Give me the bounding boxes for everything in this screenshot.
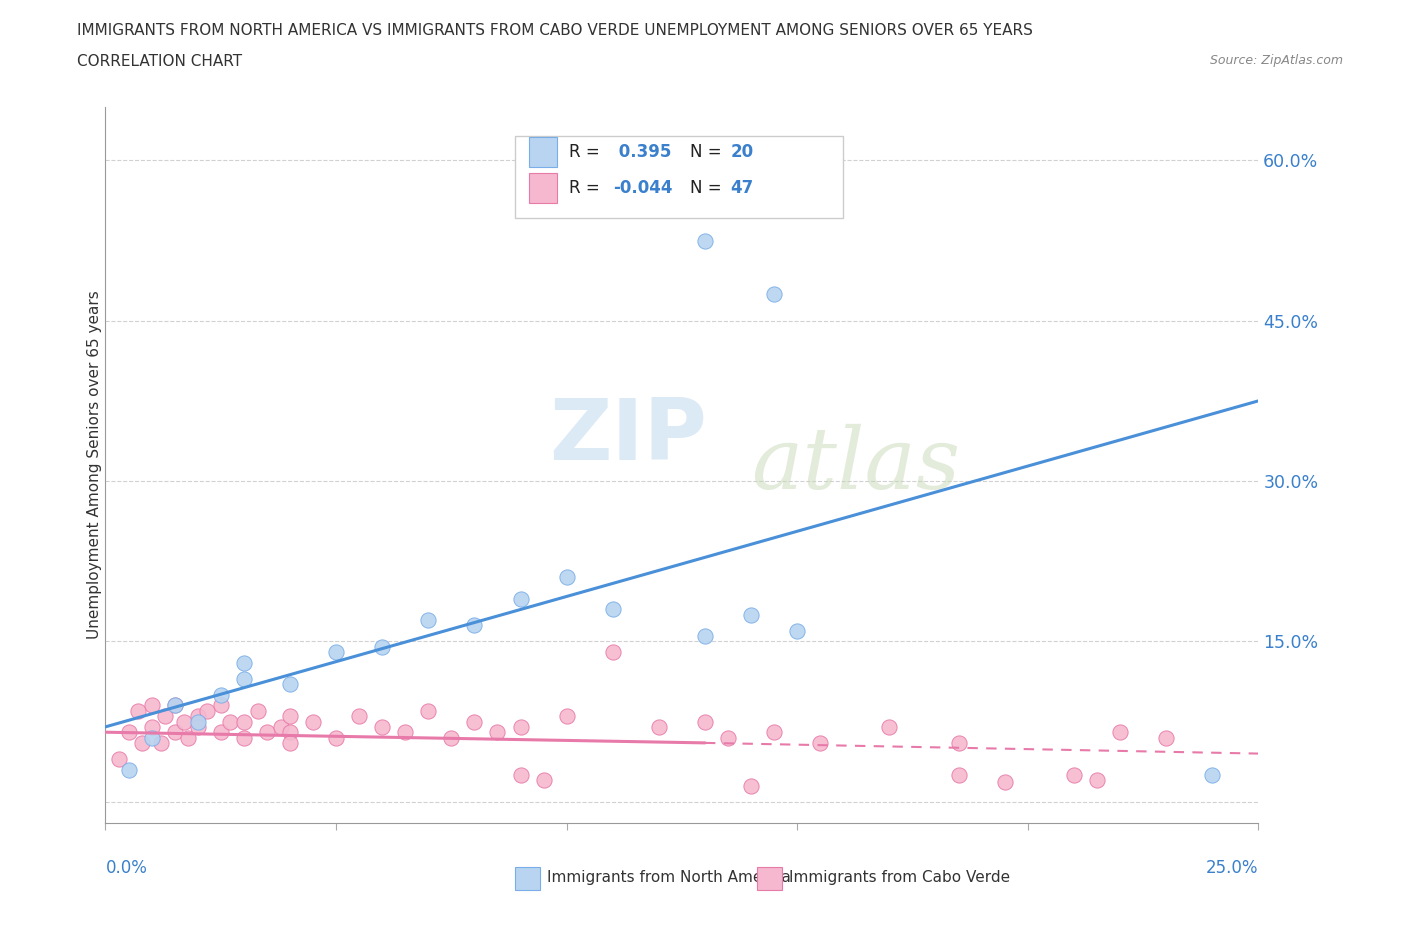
Point <box>209 724 232 739</box>
Point <box>278 736 301 751</box>
Point <box>163 698 186 713</box>
Point <box>117 763 139 777</box>
Text: Immigrants from North America: Immigrants from North America <box>547 870 792 885</box>
Point <box>509 767 531 782</box>
Text: R =: R = <box>569 143 605 161</box>
Point <box>1085 773 1108 788</box>
Point <box>808 736 831 751</box>
Point <box>740 778 762 793</box>
Point <box>141 730 163 745</box>
FancyBboxPatch shape <box>529 173 557 203</box>
FancyBboxPatch shape <box>756 867 782 890</box>
Point <box>994 775 1017 790</box>
Point <box>1154 730 1177 745</box>
Point <box>163 698 186 713</box>
Point <box>209 687 232 702</box>
Point <box>693 629 716 644</box>
Point <box>302 714 325 729</box>
Text: -0.044: -0.044 <box>613 179 672 197</box>
Point <box>555 570 578 585</box>
Point <box>948 736 970 751</box>
Point <box>278 677 301 692</box>
Point <box>108 751 131 766</box>
Point <box>463 714 485 729</box>
Point <box>246 703 269 718</box>
Point <box>219 714 242 729</box>
Point <box>555 709 578 724</box>
Text: N =: N = <box>690 143 727 161</box>
Point <box>209 698 232 713</box>
Text: R =: R = <box>569 179 605 197</box>
Point <box>163 724 186 739</box>
Point <box>740 607 762 622</box>
Point <box>278 709 301 724</box>
Point <box>127 703 149 718</box>
Point <box>693 714 716 729</box>
Point <box>347 709 370 724</box>
Point <box>1109 724 1132 739</box>
Point <box>371 720 394 735</box>
Point <box>509 591 531 606</box>
Text: N =: N = <box>690 179 727 197</box>
Point <box>763 724 786 739</box>
FancyBboxPatch shape <box>515 867 540 890</box>
Point <box>717 730 740 745</box>
Point <box>763 286 786 301</box>
Point <box>648 720 671 735</box>
Point <box>533 773 555 788</box>
Point <box>256 724 278 739</box>
Text: 25.0%: 25.0% <box>1206 859 1258 877</box>
Point <box>187 720 209 735</box>
Point <box>232 730 254 745</box>
Point <box>278 724 301 739</box>
Point <box>149 736 172 751</box>
Point <box>117 724 139 739</box>
FancyBboxPatch shape <box>515 136 844 218</box>
Point <box>394 724 416 739</box>
Point <box>232 671 254 686</box>
Text: Immigrants from Cabo Verde: Immigrants from Cabo Verde <box>789 870 1011 885</box>
Point <box>786 623 808 638</box>
Point <box>155 709 177 724</box>
Y-axis label: Unemployment Among Seniors over 65 years: Unemployment Among Seniors over 65 years <box>87 291 101 640</box>
Text: Source: ZipAtlas.com: Source: ZipAtlas.com <box>1209 54 1343 67</box>
FancyBboxPatch shape <box>529 137 557 166</box>
Point <box>486 724 509 739</box>
Point <box>371 639 394 654</box>
Point <box>141 720 163 735</box>
Text: atlas: atlas <box>751 424 960 506</box>
Point <box>418 703 440 718</box>
Text: CORRELATION CHART: CORRELATION CHART <box>77 54 242 69</box>
Point <box>173 714 195 729</box>
Point <box>270 720 292 735</box>
Point <box>602 602 624 617</box>
Text: ZIP: ZIP <box>550 395 707 478</box>
Point <box>187 709 209 724</box>
Point <box>1063 767 1085 782</box>
Point <box>509 720 531 735</box>
Point <box>948 767 970 782</box>
Text: 0.0%: 0.0% <box>105 859 148 877</box>
Point <box>325 644 347 659</box>
Text: 0.395: 0.395 <box>613 143 671 161</box>
Text: 20: 20 <box>730 143 754 161</box>
Point <box>693 233 716 248</box>
Point <box>141 698 163 713</box>
Point <box>325 730 347 745</box>
Text: IMMIGRANTS FROM NORTH AMERICA VS IMMIGRANTS FROM CABO VERDE UNEMPLOYMENT AMONG S: IMMIGRANTS FROM NORTH AMERICA VS IMMIGRA… <box>77 23 1033 38</box>
Point <box>131 736 153 751</box>
Point <box>177 730 200 745</box>
Point <box>232 656 254 671</box>
Point <box>232 714 254 729</box>
Point <box>418 613 440 628</box>
Point <box>1201 767 1223 782</box>
Point <box>463 618 485 632</box>
Point <box>602 644 624 659</box>
Point <box>187 714 209 729</box>
Point <box>195 703 218 718</box>
Text: 47: 47 <box>730 179 754 197</box>
Point <box>879 720 901 735</box>
Point <box>440 730 463 745</box>
